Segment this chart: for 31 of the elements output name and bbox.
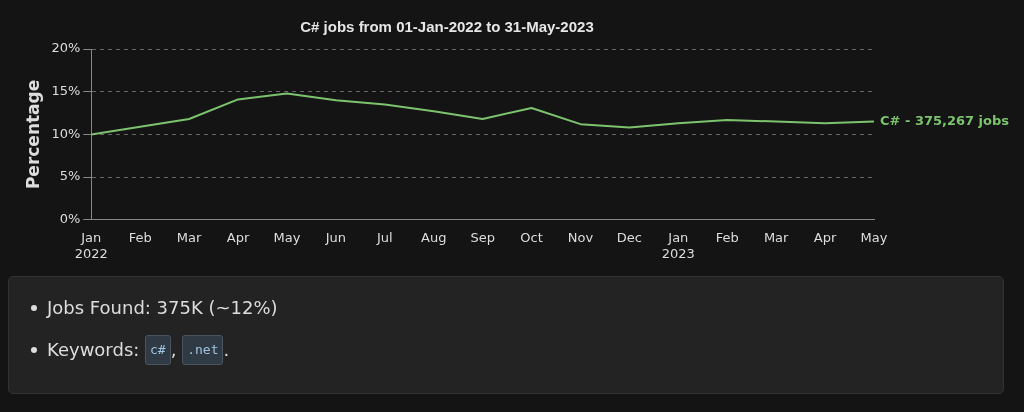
y-tick-label: 20%: [51, 40, 81, 56]
x-tick-label: Apr: [226, 229, 250, 245]
text: .net: [182, 335, 224, 365]
text: Keywords:: [47, 338, 141, 362]
y-tick-label: 15%: [51, 83, 81, 99]
x-tick-label: Aug: [421, 229, 447, 245]
x-tick-label: Jul: [375, 229, 393, 245]
x-tick-label: Feb: [715, 229, 739, 245]
text: Jobs Found: 375K (~12%): [47, 296, 278, 320]
x-tick-label: Sep: [470, 229, 495, 245]
x-tick-label: May: [860, 229, 888, 245]
x-tick-label: Nov: [567, 229, 594, 245]
x-tick-label: May: [273, 229, 301, 245]
text: ,: [170, 338, 178, 362]
y-tick-label: 5%: [59, 168, 81, 184]
x-tick-label: Mar: [176, 229, 203, 245]
text: .: [223, 338, 230, 362]
x-tick-label: Feb: [128, 229, 152, 245]
x-tick-label: Mar: [763, 229, 790, 245]
x-tick-label: Dec: [616, 229, 642, 245]
y-tick-label: 0%: [59, 211, 81, 227]
x-tick-label: Apr: [813, 229, 837, 245]
y-tick-label: 10%: [51, 125, 81, 141]
y-axis-title: Percentage: [22, 79, 43, 190]
series-label: C# - 375,267 jobs: [880, 112, 1010, 128]
text: c#: [145, 335, 171, 365]
x-tick-label: Jan 2022: [74, 229, 108, 261]
x-tick-label: Oct: [520, 229, 543, 245]
x-tick-label: Jun: [324, 229, 347, 245]
chart-title: C# jobs from 01-Jan-2022 to 31-May-2023: [300, 18, 594, 36]
x-tick-label: Jan 2023: [661, 229, 695, 261]
